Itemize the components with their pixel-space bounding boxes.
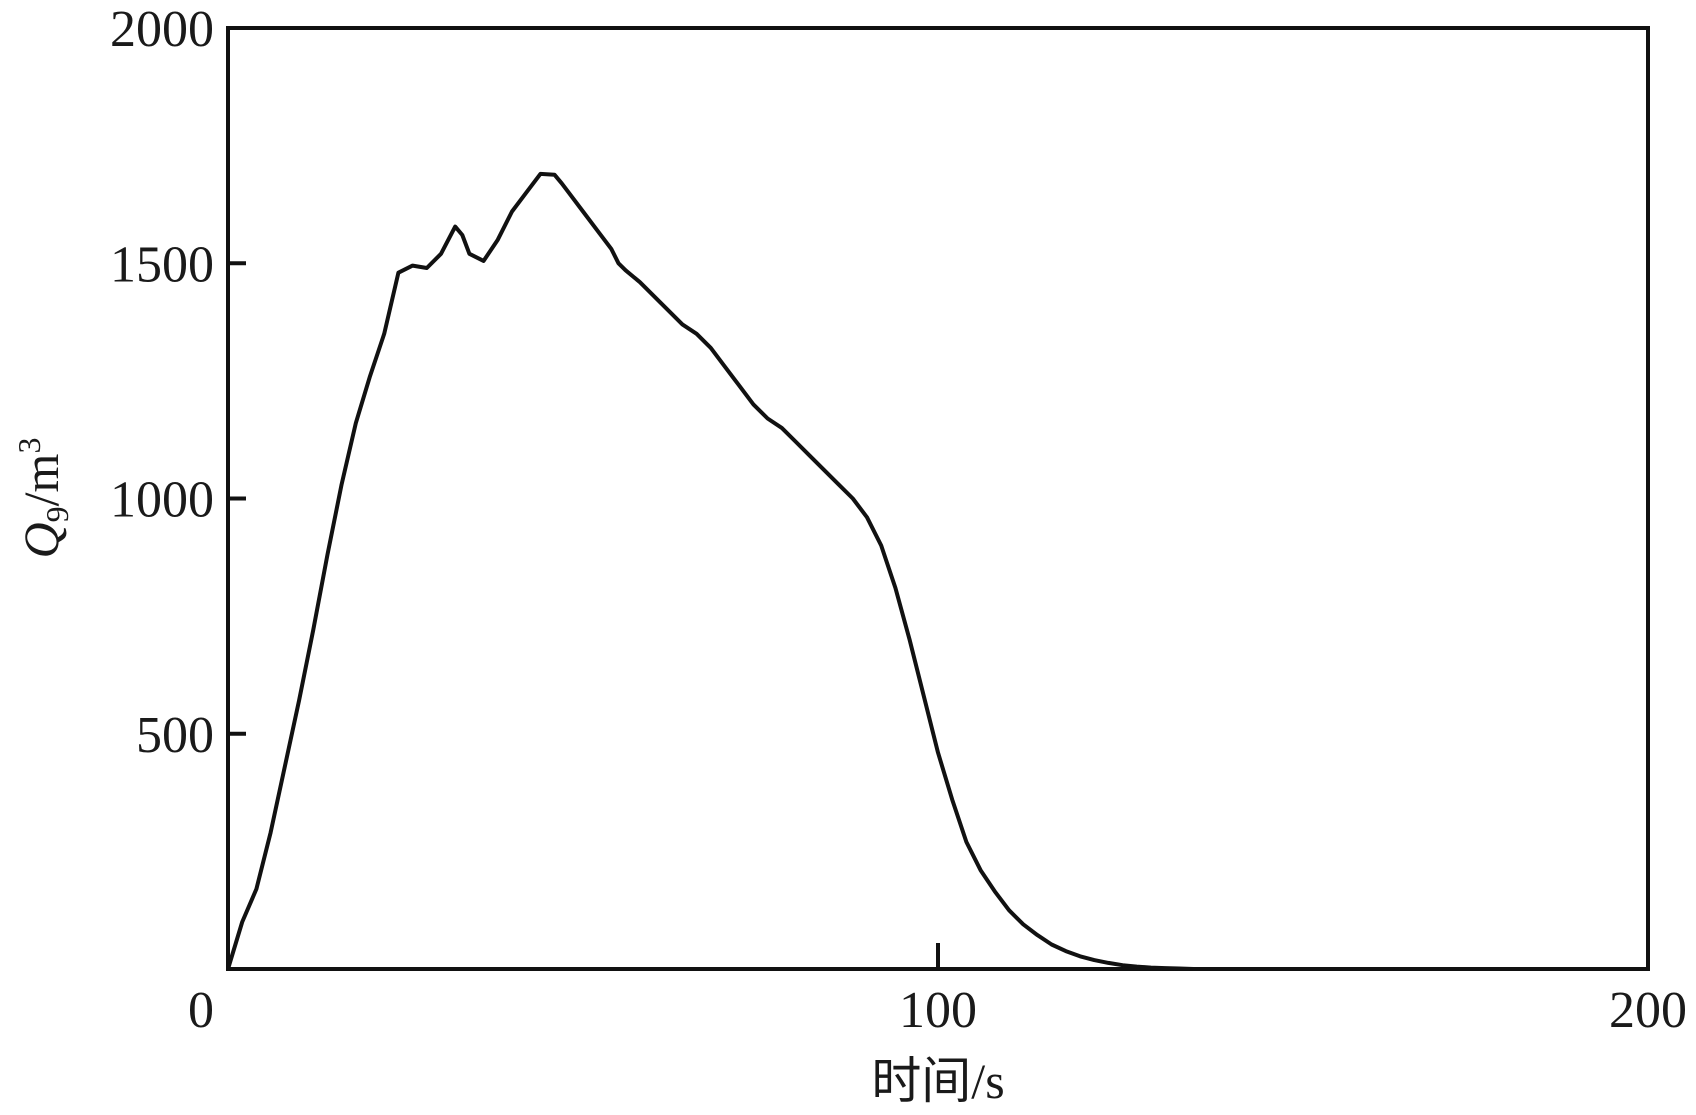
y-tick-label: 1000 — [110, 472, 214, 529]
y-tick-label: 500 — [136, 707, 214, 764]
x-tick-label: 200 — [1609, 982, 1687, 1039]
y-axis-subscript: 9 — [39, 506, 75, 522]
x-axis-title: 时间/s — [871, 1053, 1004, 1109]
y-axis-title: Q9/m3 — [11, 438, 75, 559]
y-axis-ticks — [228, 26, 246, 736]
x-tick-label: 0 — [188, 982, 214, 1039]
y-axis-tick-labels: 500 1000 1500 2000 — [110, 1, 214, 764]
y-tick-label: 2000 — [110, 1, 214, 58]
x-tick-label: 100 — [899, 982, 977, 1039]
y-axis-symbol: Q — [13, 522, 69, 558]
x-axis-tick-labels: 0 100 200 — [188, 982, 1687, 1039]
y-axis-unit-superscript: 3 — [11, 438, 47, 454]
series-line — [226, 171, 1395, 971]
y-tick-label: 1500 — [110, 236, 214, 293]
plot-frame — [226, 26, 1650, 971]
y-axis-unit: /m — [13, 453, 69, 506]
